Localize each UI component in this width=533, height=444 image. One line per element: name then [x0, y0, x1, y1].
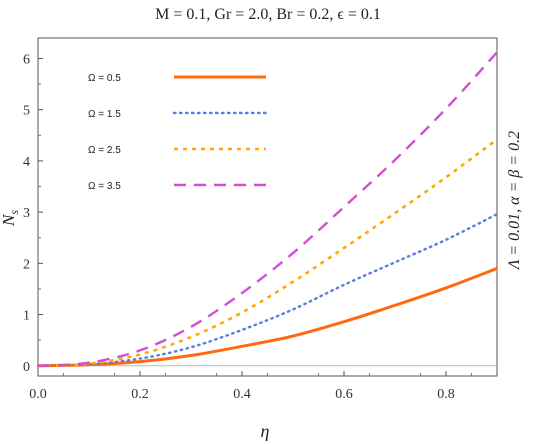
y-tick-label: 6 — [23, 52, 30, 67]
x-axis-label: η — [261, 421, 270, 441]
y-tick-label: 1 — [23, 309, 30, 324]
y-tick-label: 5 — [23, 104, 30, 119]
legend-label: Ω = 2.5 — [88, 145, 121, 156]
legend-label: Ω = 1.5 — [88, 109, 121, 120]
series-line-2 — [36, 212, 499, 367]
legend-label: Ω = 0.5 — [88, 73, 121, 84]
x-tick-label: 0.6 — [335, 387, 353, 402]
legend: Ω = 0.5 Ω = 1.5 Ω = 2.5 Ω = 3.5 — [88, 73, 268, 192]
x-tick-label: 0.8 — [437, 387, 455, 402]
parameter-side-label: Λ = 0.01, α = β = 0.2 — [506, 131, 523, 271]
series-line-4 — [37, 51, 498, 367]
legend-label: Ω = 3.5 — [88, 181, 121, 192]
chart-title: M = 0.1, Gr = 2.0, Br = 0.2, ϵ = 0.1 — [155, 6, 381, 23]
series-line-3 — [37, 138, 498, 368]
y-axis: 0 1 2 3 4 5 6 — [23, 52, 43, 375]
plot-frame — [37, 37, 498, 377]
x-tick-label: 0.2 — [131, 387, 149, 402]
x-tick-label: 0.0 — [29, 387, 47, 402]
x-axis: 0.0 0.2 0.4 0.6 0.8 — [29, 371, 472, 402]
x-tick-label: 0.4 — [233, 387, 251, 402]
series-group — [36, 51, 499, 368]
y-axis-label-main: N — [0, 213, 18, 227]
y-axis-label-sub: s — [7, 210, 21, 215]
y-tick-label: 4 — [23, 155, 30, 170]
y-tick-label: 0 — [23, 360, 30, 375]
y-tick-label: 3 — [23, 206, 30, 221]
y-axis-label: Ns — [0, 210, 21, 227]
series-line-1 — [37, 267, 498, 368]
y-tick-label: 2 — [23, 257, 30, 272]
